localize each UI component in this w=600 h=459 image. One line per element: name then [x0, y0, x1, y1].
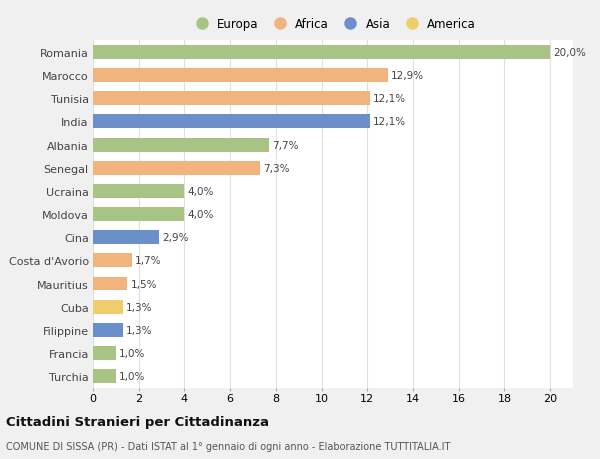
Text: 4,0%: 4,0%	[188, 186, 214, 196]
Text: 7,7%: 7,7%	[272, 140, 299, 150]
Text: 1,5%: 1,5%	[131, 279, 157, 289]
Legend: Europa, Africa, Asia, America: Europa, Africa, Asia, America	[190, 18, 476, 31]
Text: 1,7%: 1,7%	[135, 256, 162, 266]
Bar	[93, 346, 116, 360]
Bar	[93, 69, 388, 83]
Text: 4,0%: 4,0%	[188, 210, 214, 219]
Text: 7,3%: 7,3%	[263, 163, 290, 174]
Text: 1,3%: 1,3%	[126, 302, 152, 312]
Text: 2,9%: 2,9%	[163, 233, 189, 243]
Bar	[93, 115, 370, 129]
Bar	[93, 138, 269, 152]
Bar	[93, 277, 127, 291]
Text: 1,3%: 1,3%	[126, 325, 152, 335]
Bar	[93, 46, 550, 60]
Text: 1,0%: 1,0%	[119, 348, 146, 358]
Bar	[93, 92, 370, 106]
Text: COMUNE DI SISSA (PR) - Dati ISTAT al 1° gennaio di ogni anno - Elaborazione TUTT: COMUNE DI SISSA (PR) - Dati ISTAT al 1° …	[6, 441, 451, 451]
Bar	[93, 369, 116, 383]
Bar	[93, 300, 123, 314]
Text: 12,1%: 12,1%	[373, 94, 406, 104]
Text: 12,1%: 12,1%	[373, 117, 406, 127]
Text: 1,0%: 1,0%	[119, 371, 146, 381]
Text: Cittadini Stranieri per Cittadinanza: Cittadini Stranieri per Cittadinanza	[6, 415, 269, 428]
Text: 20,0%: 20,0%	[554, 48, 586, 58]
Bar	[93, 231, 159, 245]
Bar	[93, 185, 184, 198]
Bar	[93, 323, 123, 337]
Bar	[93, 207, 184, 222]
Bar	[93, 254, 132, 268]
Bar	[93, 162, 260, 175]
Text: 12,9%: 12,9%	[391, 71, 424, 81]
